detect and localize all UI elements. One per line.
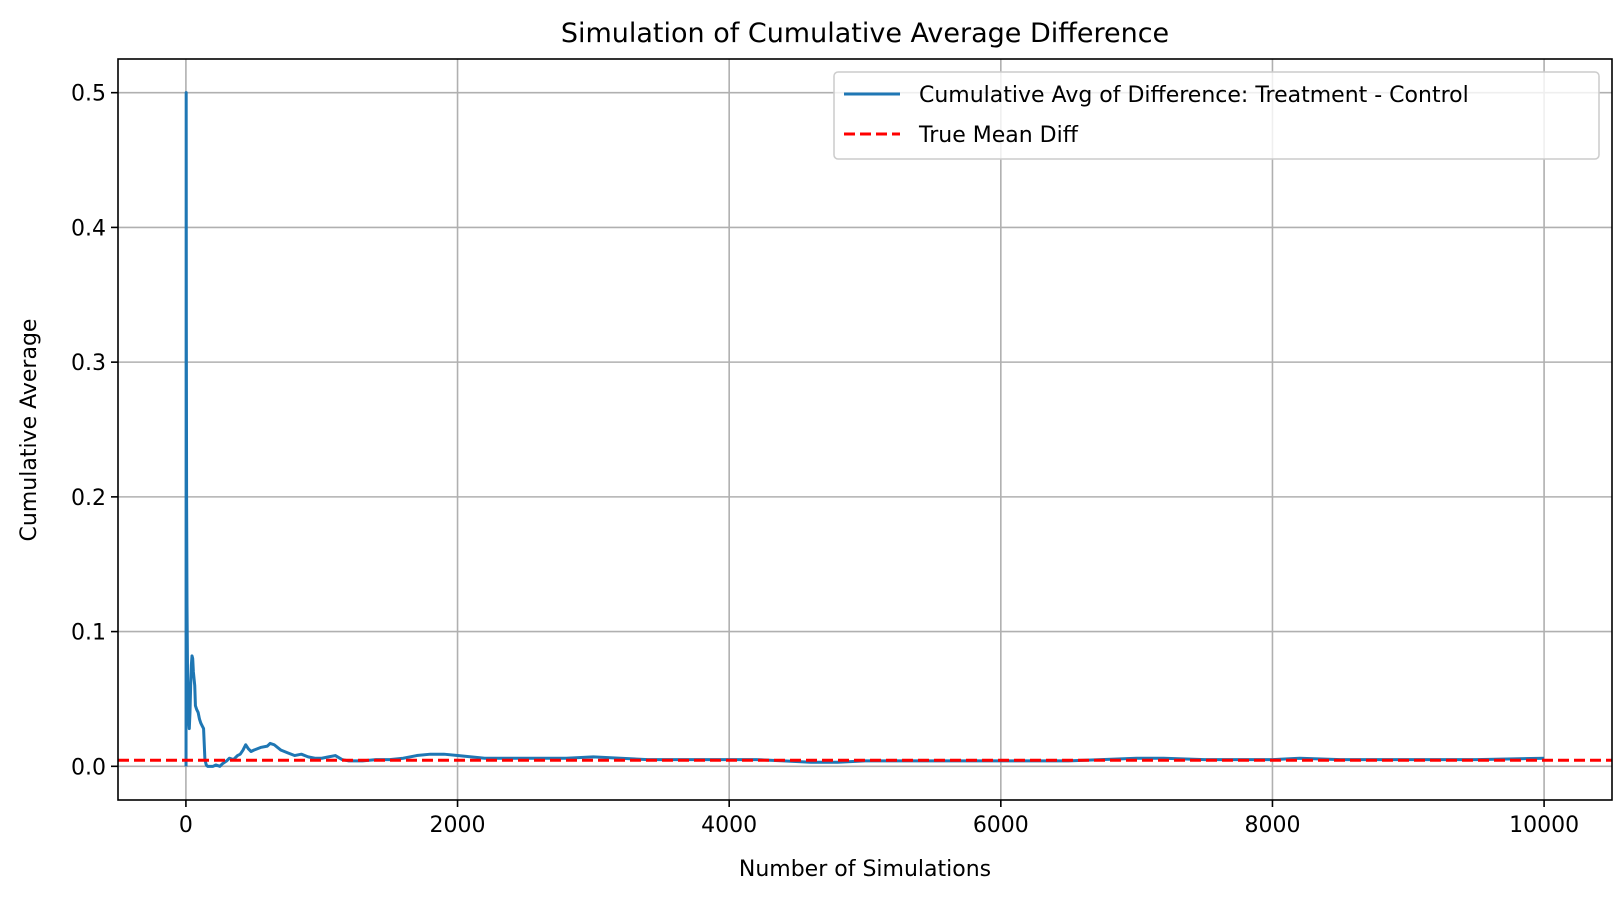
x-tick-label: 2000 <box>430 813 486 838</box>
y-tick-label: 0.1 <box>71 621 106 646</box>
x-tick-label: 0 <box>179 813 193 838</box>
chart-title: Simulation of Cumulative Average Differe… <box>561 18 1169 49</box>
y-axis-ticks: 0.0 0.1 0.2 0.3 0.4 0.5 <box>71 82 118 780</box>
y-tick-label: 0.3 <box>71 351 106 376</box>
y-tick-label: 0.2 <box>71 486 106 511</box>
legend-label-cumulative-avg: Cumulative Avg of Difference: Treatment … <box>919 83 1469 108</box>
legend: Cumulative Avg of Difference: Treatment … <box>833 71 1600 160</box>
y-tick-label: 0.4 <box>71 216 106 241</box>
series-layer <box>118 91 1612 768</box>
y-tick-label: 0.0 <box>71 755 106 780</box>
legend-label-true-mean-diff: True Mean Diff <box>918 123 1079 148</box>
grid <box>118 59 1612 800</box>
x-tick-label: 10000 <box>1509 813 1579 838</box>
x-axis-label: Number of Simulations <box>739 857 991 882</box>
y-tick-label: 0.5 <box>71 82 106 107</box>
plot-area-frame <box>117 58 1613 801</box>
y-axis-label: Cumulative Average <box>17 319 42 542</box>
x-axis-ticks: 0 2000 4000 6000 8000 10000 <box>179 800 1579 838</box>
x-tick-label: 4000 <box>701 813 757 838</box>
x-tick-label: 8000 <box>1244 813 1300 838</box>
x-tick-label: 6000 <box>973 813 1029 838</box>
legend-box <box>833 71 1600 160</box>
